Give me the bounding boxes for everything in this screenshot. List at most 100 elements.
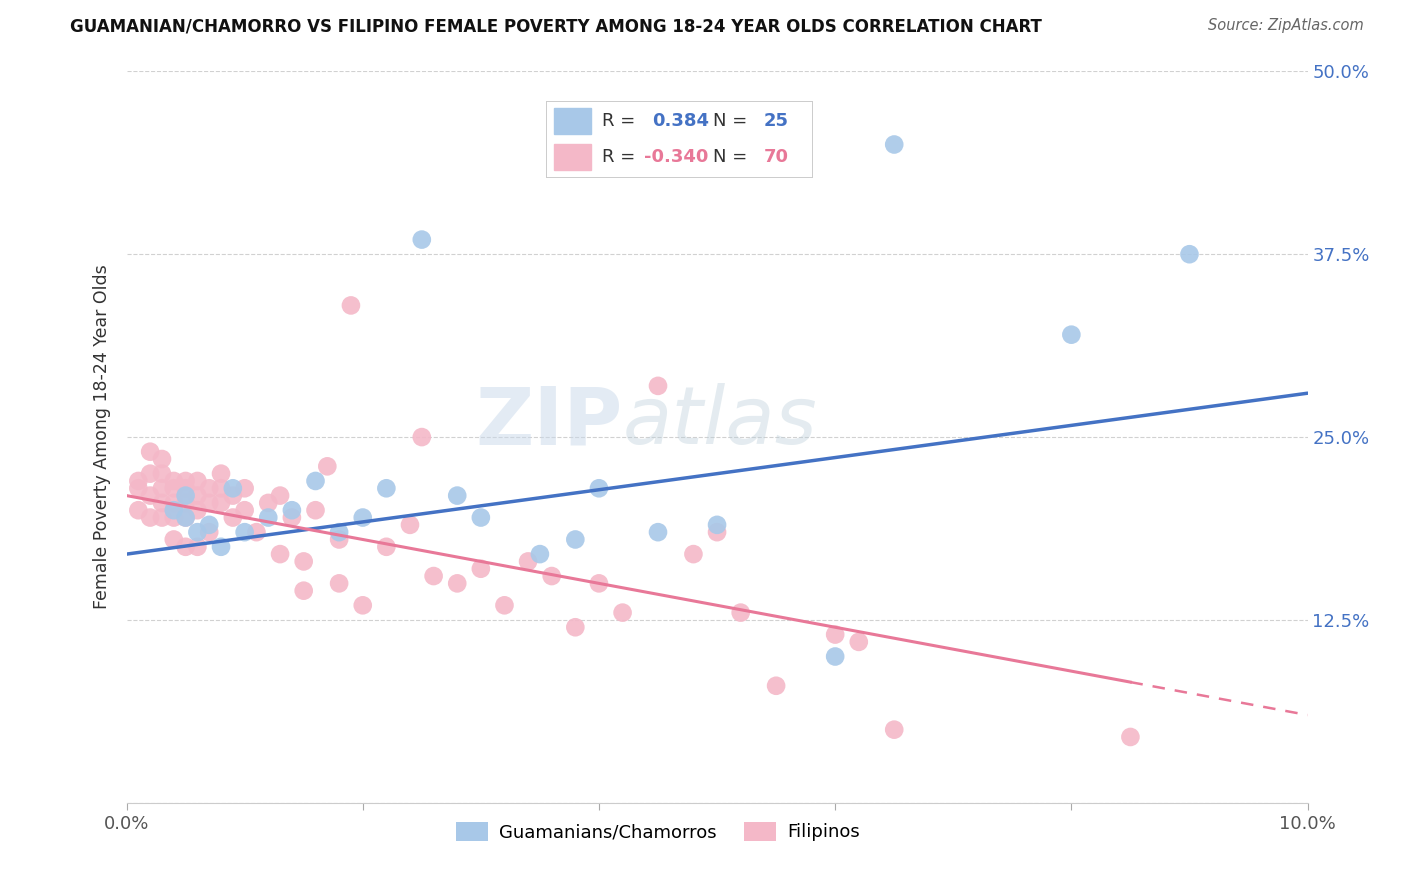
Point [470,562,492,576]
Point [150,467,173,481]
Point [127,474,149,488]
Point [564,533,586,547]
Point [422,569,444,583]
Point [824,627,846,641]
Point [281,510,304,524]
Point [139,467,162,481]
Point [245,525,267,540]
Point [257,496,280,510]
Point [1060,327,1083,342]
Point [257,510,280,524]
Point [399,517,422,532]
Point [186,489,208,503]
Point [352,510,374,524]
Point [186,525,208,540]
Legend: Guamanians/Chamorros, Filipinos: Guamanians/Chamorros, Filipinos [449,814,868,848]
Point [328,525,350,540]
Point [292,554,315,568]
Point [209,496,232,510]
Point [706,525,728,540]
Point [150,481,173,495]
Point [163,481,186,495]
Point [765,679,787,693]
Point [174,474,197,488]
Point [174,489,197,503]
Point [682,547,704,561]
Point [127,503,149,517]
Point [328,576,350,591]
Y-axis label: Female Poverty Among 18-24 Year Olds: Female Poverty Among 18-24 Year Olds [93,265,111,609]
Point [446,489,468,503]
Point [222,510,245,524]
Point [198,481,221,495]
Point [292,583,315,598]
Point [1119,730,1142,744]
Point [222,489,245,503]
Point [328,533,350,547]
Point [174,496,197,510]
Point [375,481,398,495]
Point [198,517,221,532]
Point [883,137,905,152]
Point [209,467,232,481]
Point [174,540,197,554]
Point [540,569,562,583]
Point [281,503,304,517]
Point [222,481,245,495]
Point [304,503,326,517]
Point [209,481,232,495]
Point [186,474,208,488]
Point [186,540,208,554]
Point [1178,247,1201,261]
Point [139,510,162,524]
Point [316,459,339,474]
Point [647,525,669,540]
Point [233,525,256,540]
Point [470,510,492,524]
Point [174,481,197,495]
Point [163,510,186,524]
Point [848,635,870,649]
Point [647,379,669,393]
Point [174,510,197,524]
Point [198,525,221,540]
Point [269,489,291,503]
Text: ZIP: ZIP [475,384,623,461]
Point [340,298,363,312]
Point [186,503,208,517]
Point [411,233,433,247]
Point [163,496,186,510]
Point [150,510,173,524]
Point [163,533,186,547]
Point [375,540,398,554]
Text: GUAMANIAN/CHAMORRO VS FILIPINO FEMALE POVERTY AMONG 18-24 YEAR OLDS CORRELATION : GUAMANIAN/CHAMORRO VS FILIPINO FEMALE PO… [70,18,1042,36]
Point [163,503,186,517]
Point [139,489,162,503]
Point [411,430,433,444]
Point [588,576,610,591]
Point [706,517,728,532]
Point [269,547,291,561]
Point [730,606,752,620]
Point [174,510,197,524]
Point [494,599,516,613]
Point [304,474,326,488]
Point [446,576,468,591]
Point [139,444,162,458]
Point [824,649,846,664]
Point [517,554,540,568]
Point [564,620,586,634]
Text: atlas: atlas [623,384,817,461]
Point [352,599,374,613]
Point [588,481,610,495]
Point [150,452,173,467]
Point [233,503,256,517]
Text: Source: ZipAtlas.com: Source: ZipAtlas.com [1208,18,1364,33]
Point [198,496,221,510]
Point [209,540,232,554]
Point [883,723,905,737]
Point [529,547,551,561]
Point [127,481,149,495]
Point [150,496,173,510]
Point [612,606,634,620]
